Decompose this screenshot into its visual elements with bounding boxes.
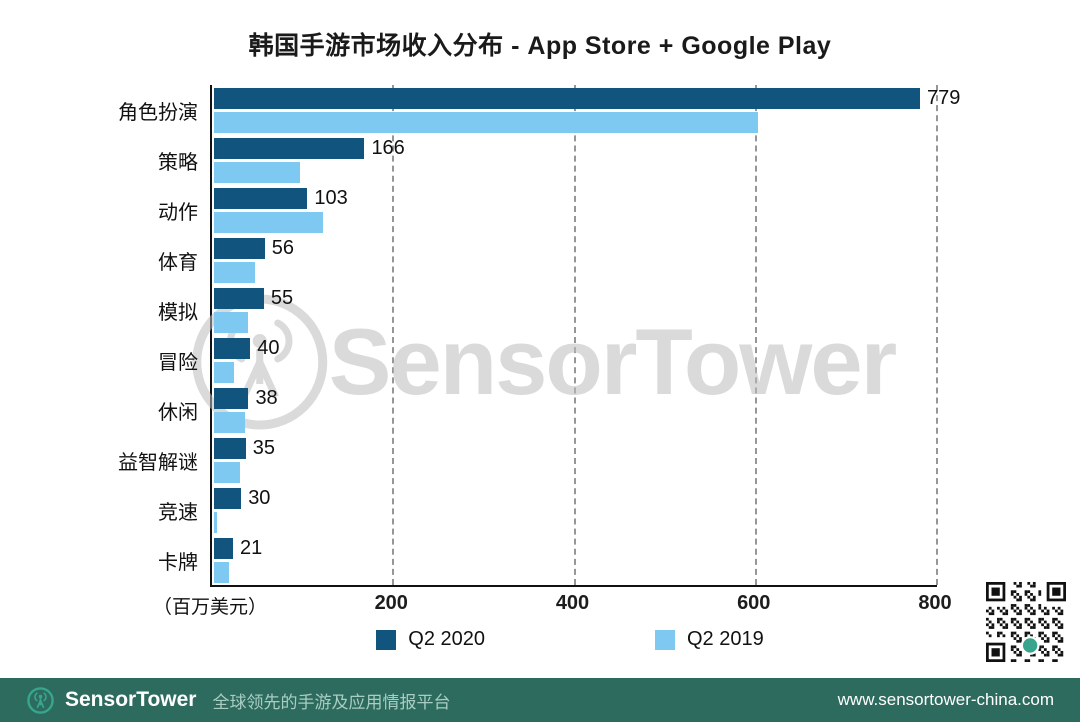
legend-swatch (655, 629, 675, 650)
bar-rows: 角色扮演 779 策略 166 动作 103 体育 56 模拟 55 冒险 40 休闲 38 益智解谜 35 竞… (0, 85, 1080, 585)
value-label: 21 (240, 536, 263, 559)
footer-url: www.sensortower-china.com (837, 690, 1054, 709)
value-label: 779 (926, 86, 961, 109)
bar-group: 模拟 55 (0, 285, 1080, 335)
bar-group: 卡牌 21 (0, 535, 1080, 585)
bar-group: 动作 103 (0, 185, 1080, 235)
bar-q2-2020 (214, 187, 308, 209)
bar-q2-2019 (214, 361, 234, 383)
bar-q2-2020 (214, 237, 265, 259)
sensortower-logo-icon (27, 686, 54, 714)
bar-group: 角色扮演 779 (0, 85, 1080, 135)
bar-group: 竞速 30 (0, 485, 1080, 535)
bar-q2-2020 (214, 437, 246, 459)
bar-q2-2019 (214, 311, 249, 333)
x-tick-label: 200 (374, 592, 408, 614)
category-label: 休闲 (158, 401, 198, 424)
bar-q2-2020 (214, 487, 242, 509)
bar-q2-2019 (214, 211, 323, 233)
category-label: 动作 (158, 201, 198, 224)
category-label: 冒险 (158, 351, 198, 374)
category-label: 竞速 (158, 501, 198, 524)
x-tick-label: 400 (555, 592, 590, 614)
bar-q2-2020 (214, 387, 249, 409)
gridline-600 (754, 85, 757, 585)
gridline-200 (392, 85, 395, 585)
bar-q2-2019 (214, 161, 301, 183)
value-label: 30 (248, 486, 271, 509)
category-label: 角色扮演 (118, 101, 198, 124)
footer-brand: SensorTower (65, 688, 197, 711)
bar-q2-2019 (214, 511, 217, 533)
gridline-800 (936, 85, 938, 585)
bar-q2-2020 (214, 137, 365, 159)
chart-title: 韩国手游市场收入分布 - App Store + Google Play (248, 32, 832, 60)
x-axis-ticks: 200 400 600 800 (210, 592, 952, 618)
bar-q2-2019 (214, 411, 245, 433)
bar-q2-2020 (214, 287, 264, 309)
bar-q2-2019 (214, 261, 255, 283)
x-tick-label: 600 (737, 592, 771, 614)
category-label: 卡牌 (158, 551, 198, 574)
bar-group: 冒险 40 (0, 335, 1080, 385)
value-label: 38 (255, 386, 278, 409)
value-label: 103 (314, 186, 348, 209)
legend: Q2 2020 Q2 2019 (30, 628, 1080, 651)
gridline-400 (573, 85, 576, 585)
footer-tagline: 全球领先的手游及应用情报平台 (212, 692, 451, 712)
bar-group: 体育 56 (0, 235, 1080, 285)
footer-bar: SensorTower 全球领先的手游及应用情报平台 www.sensortow… (0, 678, 1080, 722)
bar-group: 策略 166 (0, 135, 1080, 185)
value-label: 35 (252, 436, 275, 459)
bar-q2-2019 (214, 461, 241, 483)
bar-q2-2019 (214, 561, 230, 583)
bar-q2-2020 (214, 337, 251, 359)
category-label: 益智解谜 (118, 451, 198, 474)
value-label: 166 (371, 136, 405, 159)
legend-label: Q2 2019 (687, 628, 764, 650)
bar-q2-2020 (214, 537, 234, 559)
qr-code (986, 582, 1066, 662)
bar-group: 益智解谜 35 (0, 435, 1080, 485)
legend-item: Q2 2020 (376, 628, 485, 651)
category-label: 模拟 (158, 301, 198, 324)
legend-item: Q2 2019 (655, 628, 764, 651)
bar-q2-2019 (214, 111, 758, 133)
bar-q2-2020 (214, 87, 920, 109)
bar-group: 休闲 38 (0, 385, 1080, 435)
category-label: 策略 (158, 151, 198, 174)
value-label: 56 (271, 236, 294, 259)
legend-label: Q2 2020 (408, 628, 485, 650)
value-label: 55 (270, 286, 294, 309)
x-tick-label: 800 (918, 592, 952, 614)
legend-swatch (376, 629, 397, 650)
axis-unit-label: （百万美元） (152, 597, 268, 618)
category-label: 体育 (158, 251, 198, 274)
value-label: 40 (257, 336, 280, 359)
